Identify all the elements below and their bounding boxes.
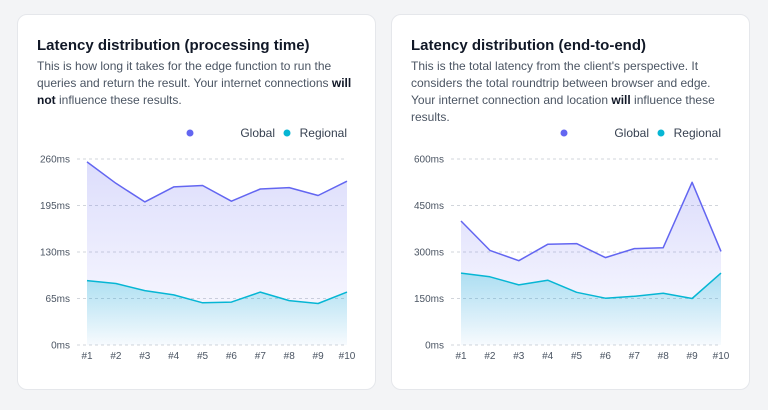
x-tick-label: #6 [226,351,238,362]
x-tick-label: #2 [484,351,496,362]
x-tick-label: #3 [139,351,151,362]
y-tick-label: 260ms [40,155,70,166]
y-tick-label: 600ms [414,155,444,166]
series-line-regional [460,272,722,300]
legend-label-global: Global [614,126,649,140]
series-line-global [460,181,722,262]
card-end-to-end-latency: Latency distribution (end-to-end) This i… [391,14,750,390]
y-tick-label: 130ms [40,248,70,259]
chart-legend: Global Regional [186,126,347,140]
processing-latency-chart: 0ms 65ms 130ms 195ms 260ms #1 #2 #3 #4 #5 #6 #7 #8 #9… [40,126,356,362]
x-tick-label: #4 [542,351,554,362]
legend-label-regional: Regional [674,126,721,140]
x-tick-label: #10 [339,351,356,362]
series-area-regional [87,280,347,345]
legend-dot-global [560,129,568,137]
x-tick-label: #5 [571,351,583,362]
desc-emphasis: will not [37,76,352,107]
desc-text: This is how long it takes for the edge f… [37,59,332,90]
x-tick-label: #9 [687,351,699,362]
legend-dot-global [186,129,194,137]
y-tick-label: 0ms [51,341,70,352]
desc-emphasis: will [611,93,631,107]
card-description: This is the total latency from the clien… [411,58,736,126]
desc-text-end: influence these results. [411,93,715,124]
end-to-end-latency-chart: 0ms 150ms 300ms 450ms 600ms #1 #2 #3 #4 #5 #6 #7 #8 #… [414,126,730,362]
x-tick-label: #1 [81,351,93,362]
card-title: Latency distribution (processing time) [37,37,310,54]
chart-legend: Global Regional [560,126,721,140]
desc-text: This is the total latency from the clien… [411,59,711,107]
x-tick-label: #10 [713,351,730,362]
legend-dot-regional [283,129,291,137]
card-title: Latency distribution (end-to-end) [411,37,646,54]
x-tick-label: #1 [455,351,467,362]
series-line-global [86,161,348,203]
x-tick-label: #5 [197,351,209,362]
x-tick-label: #7 [629,351,641,362]
x-tick-label: #7 [255,351,267,362]
y-tick-label: 65ms [46,294,70,305]
legend-dot-regional [657,129,665,137]
x-tick-label: #4 [168,351,180,362]
legend-label-global: Global [240,126,275,140]
y-tick-label: 150ms [414,294,444,305]
x-tick-label: #8 [284,351,296,362]
x-tick-label: #8 [658,351,670,362]
desc-text-end: influence these results. [55,93,182,107]
series-line-regional [86,279,348,305]
x-tick-label: #3 [513,351,525,362]
y-tick-label: 450ms [414,201,444,212]
series-area-regional [461,273,721,345]
x-tick-label: #6 [600,351,612,362]
y-tick-label: 0ms [425,341,444,352]
card-processing-latency: Latency distribution (processing time) T… [17,14,376,390]
x-tick-label: #9 [313,351,325,362]
x-tick-label: #2 [110,351,122,362]
card-description: This is how long it takes for the edge f… [37,58,362,109]
legend-label-regional: Regional [300,126,347,140]
y-tick-label: 195ms [40,201,70,212]
y-tick-label: 300ms [414,248,444,259]
